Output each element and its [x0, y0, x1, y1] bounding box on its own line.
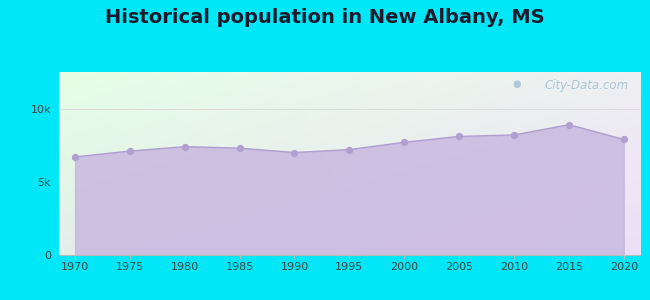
Point [179, 144, 190, 149]
Point [619, 137, 629, 142]
Point [509, 133, 519, 137]
Point [289, 150, 300, 155]
Point [344, 147, 355, 152]
Point [454, 134, 464, 139]
Text: Historical population in New Albany, MS: Historical population in New Albany, MS [105, 8, 545, 27]
Point [399, 140, 410, 145]
Text: ●: ● [512, 79, 521, 89]
Point [564, 122, 574, 127]
Point [235, 146, 245, 151]
Point [70, 154, 80, 159]
Point [125, 149, 135, 154]
Text: City-Data.com: City-Data.com [545, 79, 629, 92]
